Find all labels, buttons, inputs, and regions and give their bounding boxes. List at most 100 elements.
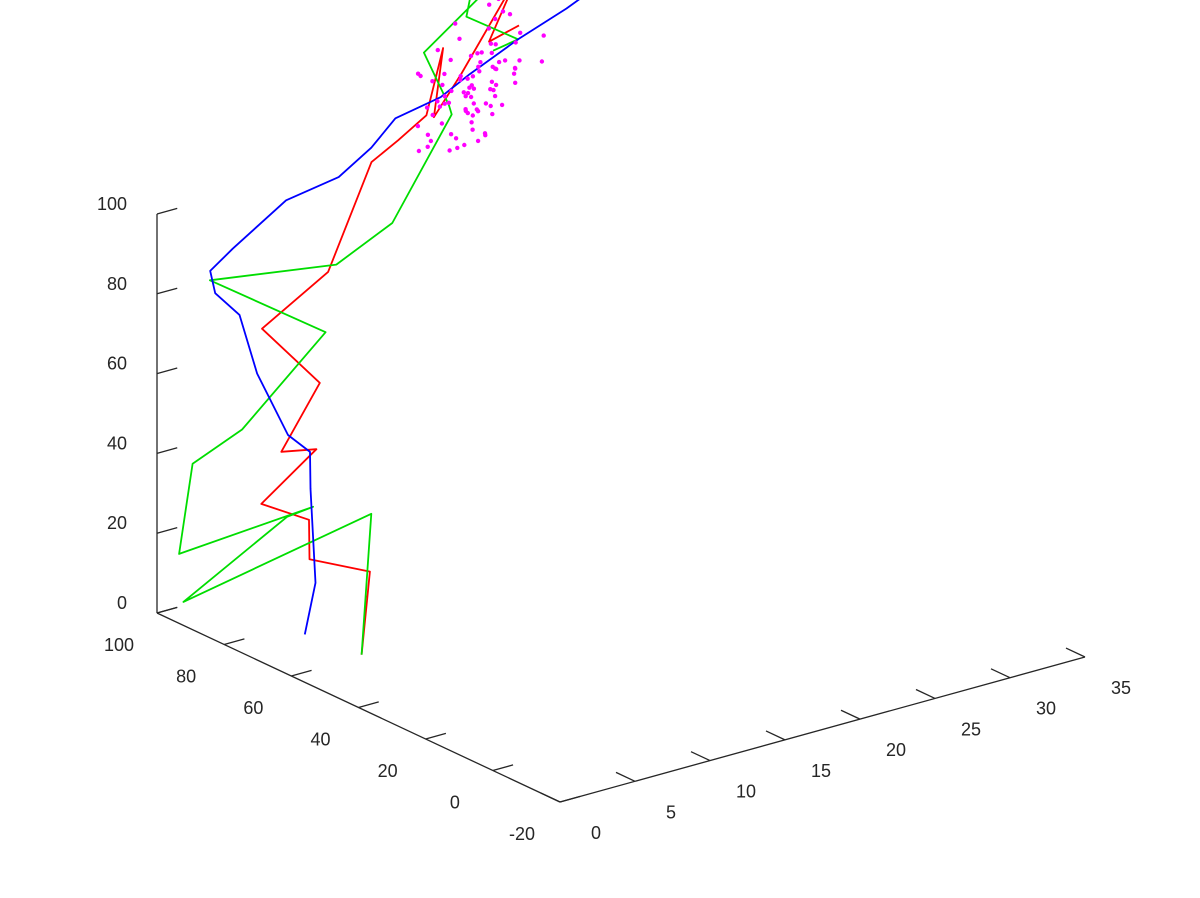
data-point: [470, 74, 476, 79]
data-point: [415, 71, 421, 76]
series-layer: [178, 0, 580, 655]
data-point: [513, 66, 518, 71]
data-point: [425, 144, 430, 149]
data-point: [439, 121, 445, 126]
data-point: [502, 58, 508, 63]
data-point: [494, 66, 499, 72]
data-point: [447, 148, 452, 153]
data-point: [446, 100, 452, 106]
data-point: [477, 69, 482, 74]
data-point: [453, 136, 459, 141]
data-point: [425, 132, 431, 137]
z-tick-mark: [156, 367, 178, 375]
x-tick-label: 25: [961, 719, 981, 739]
data-point: [475, 51, 480, 56]
y-tick-mark: [291, 669, 312, 677]
y-tick-label: 20: [378, 761, 398, 781]
x-tick-mark: [915, 688, 936, 700]
data-point: [541, 33, 546, 38]
data-point: [490, 111, 495, 117]
data-point: [455, 145, 460, 151]
data-point: [435, 99, 440, 104]
x-tick-mark: [840, 709, 861, 720]
series-2-line: [209, 0, 580, 635]
data-point: [468, 53, 474, 59]
data-point: [518, 30, 523, 35]
data-point: [483, 133, 488, 138]
z-tick-label: 80: [107, 274, 127, 294]
series-1-line: [178, 0, 519, 655]
y-tick-mark: [492, 764, 514, 772]
z-tick-label: 100: [97, 194, 127, 214]
data-point: [507, 12, 513, 17]
data-point: [491, 87, 496, 93]
y-tick-label: 0: [450, 793, 460, 813]
data-point: [468, 94, 474, 100]
x-tick-mark: [990, 668, 1011, 679]
x-tick-label: 15: [811, 761, 831, 781]
x-tick-mark: [1065, 647, 1086, 658]
data-point: [496, 0, 501, 2]
z-tick-mark: [156, 287, 178, 295]
series-0-line: [260, 0, 520, 655]
data-point: [487, 2, 492, 7]
y-tick-label: 100: [104, 635, 134, 655]
z-tick-mark: [156, 207, 178, 215]
data-point: [470, 113, 475, 118]
data-point: [442, 71, 447, 77]
series-3-markers: [415, 0, 546, 154]
data-point: [475, 109, 481, 114]
data-point: [471, 101, 476, 106]
data-point: [440, 82, 445, 88]
data-point: [539, 59, 545, 64]
z-tick-label: 60: [107, 354, 127, 374]
tick-labels: 0 5 10 15 20 25 30 35 -20 0 20 40 60 80 100 0 20 40 60 80 10…: [97, 194, 1131, 844]
data-point: [492, 93, 498, 99]
data-point: [513, 40, 518, 45]
data-point: [428, 138, 434, 144]
x-tick-mark: [765, 730, 786, 741]
y-tick-label: 60: [243, 698, 263, 718]
data-point: [483, 101, 489, 106]
data-point: [448, 57, 453, 63]
data-point: [442, 94, 447, 99]
z-tick-mark: [156, 526, 178, 534]
data-point: [489, 79, 495, 85]
z-tick-label: 20: [107, 513, 127, 533]
z-tick-mark: [156, 447, 178, 455]
data-point: [500, 9, 506, 14]
data-point: [499, 102, 505, 108]
data-point: [478, 60, 483, 65]
data-point: [457, 36, 462, 41]
y-tick-label: -20: [509, 824, 535, 844]
x-tick-label: 10: [736, 782, 756, 802]
data-point: [430, 79, 435, 84]
data-point: [486, 26, 491, 31]
data-point: [442, 101, 447, 106]
x-tick-label: 30: [1036, 699, 1056, 719]
data-point: [465, 110, 470, 116]
data-point: [490, 64, 495, 70]
y-tick-mark: [358, 701, 379, 709]
data-point: [449, 88, 454, 94]
y-tick-mark: [559, 795, 581, 803]
z-tick-mark: [156, 606, 178, 614]
x-tick-label: 35: [1111, 678, 1131, 698]
axes: [156, 207, 1086, 803]
data-point: [416, 148, 422, 154]
data-point: [489, 50, 494, 56]
data-point: [437, 104, 443, 109]
data-point: [453, 21, 458, 26]
x-tick-label: 0: [591, 823, 601, 843]
data-point: [476, 64, 481, 70]
y-tick-label: 40: [310, 730, 330, 750]
data-point: [470, 127, 475, 132]
data-point: [465, 76, 470, 81]
data-point: [463, 107, 468, 112]
x-tick-mark: [615, 771, 636, 782]
data-point: [493, 42, 498, 47]
data-point: [458, 77, 463, 83]
data-point: [471, 86, 477, 91]
data-point: [469, 120, 474, 125]
